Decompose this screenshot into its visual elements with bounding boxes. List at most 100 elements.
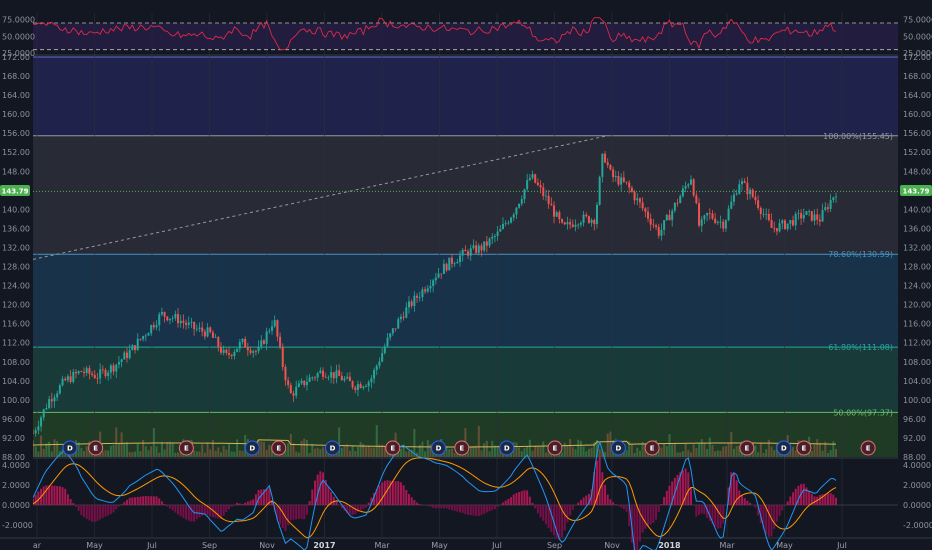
volume-bar xyxy=(107,450,110,457)
candle-body xyxy=(373,369,376,379)
last-price-label-left: 143.79 xyxy=(1,188,28,196)
macd-histogram-bar xyxy=(297,505,300,520)
volume-bar xyxy=(732,448,735,457)
macd-histogram-bar xyxy=(416,502,419,505)
rsi-panel[interactable] xyxy=(32,17,898,51)
candle-body xyxy=(775,228,778,232)
candle-body xyxy=(375,365,378,370)
macd-histogram-bar xyxy=(459,505,462,513)
x-axis-label-3: Sep xyxy=(202,541,217,550)
candle-body xyxy=(61,378,64,386)
left-price-tick-9: 136.00 xyxy=(2,224,30,233)
volume-bar xyxy=(491,440,494,457)
macd-histogram-bar xyxy=(131,497,134,505)
candle-body xyxy=(515,207,518,215)
x-axis-label-5: 2017 xyxy=(313,541,335,550)
volume-bar xyxy=(829,449,832,457)
macd-histogram-bar xyxy=(313,480,316,505)
macd-panel[interactable] xyxy=(32,441,898,550)
left-price-tick-19: 96.00 xyxy=(2,415,25,424)
candle-body xyxy=(340,375,343,381)
last-price-marker: 143.79 143.79 xyxy=(0,185,932,196)
earnings-marker-label-0: D xyxy=(67,445,73,453)
macd-histogram-bar xyxy=(518,491,521,505)
volume-bar xyxy=(61,449,64,457)
macd-histogram-bar xyxy=(767,505,770,537)
volume-bar xyxy=(598,449,601,457)
candle-body xyxy=(281,347,284,367)
candle-body xyxy=(292,393,295,396)
candle-body xyxy=(609,165,612,170)
macd-histogram-bar xyxy=(571,505,574,510)
candle-body xyxy=(45,408,48,410)
candle-body xyxy=(168,318,171,321)
macd-histogram-bar xyxy=(225,505,228,512)
last-price-badge-left xyxy=(0,185,30,196)
candle-body xyxy=(297,383,300,387)
candle-body xyxy=(630,187,633,192)
fib-label-0: 100.00%(155.45) xyxy=(823,132,893,141)
macd-histogram-bar xyxy=(504,500,507,505)
candle-body xyxy=(499,228,502,232)
earnings-marker-7 xyxy=(431,440,447,456)
volume-bar xyxy=(236,439,239,457)
macd-histogram-bar xyxy=(598,457,601,505)
candle-body xyxy=(284,366,287,381)
macd-histogram-bar xyxy=(322,472,325,505)
volume-bar xyxy=(510,452,513,457)
last-price-badge-right xyxy=(900,185,932,196)
candle-body xyxy=(222,349,225,353)
macd-histogram-bar xyxy=(577,502,580,505)
right-price-axis[interactable]: 172.00 168.00 164.00 160.00 156.00 152.00 148.… xyxy=(898,0,932,537)
candle-body xyxy=(407,301,410,308)
right-price-tick-8: 140.00 xyxy=(903,205,931,214)
left-rsi-tick-0: 75.0000 xyxy=(2,16,35,25)
volume-bar xyxy=(448,449,451,457)
macd-histogram-bar xyxy=(569,505,572,516)
candle-body xyxy=(50,399,53,402)
candle-body xyxy=(211,332,214,338)
candle-body xyxy=(663,220,666,230)
time-axis[interactable]: ar May Jul Sep Nov 2017 Mar May Jul Sep Nov 2018 Mar… xyxy=(33,541,847,550)
last-price-label-right: 143.79 xyxy=(902,188,929,196)
macd-histogram-bar xyxy=(450,505,453,511)
macd-histogram-bar xyxy=(566,505,569,523)
macd-histogram-bar xyxy=(810,493,813,505)
macd-histogram-bar xyxy=(483,505,486,514)
macd-histogram-bar xyxy=(112,505,115,513)
volume-bar xyxy=(633,452,636,457)
macd-histogram-bar xyxy=(620,505,623,508)
volume-bar xyxy=(638,450,641,457)
candle-body xyxy=(402,316,405,318)
candle-body xyxy=(660,229,663,236)
x-axis-label-2: Jul xyxy=(146,541,157,550)
candle-body xyxy=(483,241,486,251)
candle-body xyxy=(42,409,45,418)
earnings-marker-12 xyxy=(644,440,660,456)
macd-histogram-bar xyxy=(346,505,349,514)
volume-bar xyxy=(493,445,496,457)
macd-histogram-bar xyxy=(45,485,48,505)
x-axis-label-12: Mar xyxy=(719,541,735,550)
candle-body xyxy=(303,380,306,386)
candle-body xyxy=(112,365,115,372)
candle-body xyxy=(437,273,440,278)
candle-body xyxy=(271,326,274,331)
candle-body xyxy=(80,371,83,372)
candle-body xyxy=(512,214,515,218)
macd-histogram-bar xyxy=(193,505,196,522)
macd-histogram-bar xyxy=(123,502,126,505)
earnings-marker-0 xyxy=(62,440,78,456)
price-panel[interactable] xyxy=(32,135,898,437)
right-price-tick-18: 100.00 xyxy=(903,396,931,405)
volume-bar xyxy=(641,442,644,457)
macd-histogram-bar xyxy=(37,491,40,505)
volume-bar xyxy=(338,427,341,457)
right-price-tick-10: 132.00 xyxy=(903,243,931,252)
volume-bar xyxy=(195,451,198,457)
macd-histogram-bar xyxy=(813,496,816,505)
macd-histogram-bar xyxy=(152,496,155,505)
macd-histogram-bar xyxy=(389,480,392,505)
candle-body xyxy=(657,227,660,236)
